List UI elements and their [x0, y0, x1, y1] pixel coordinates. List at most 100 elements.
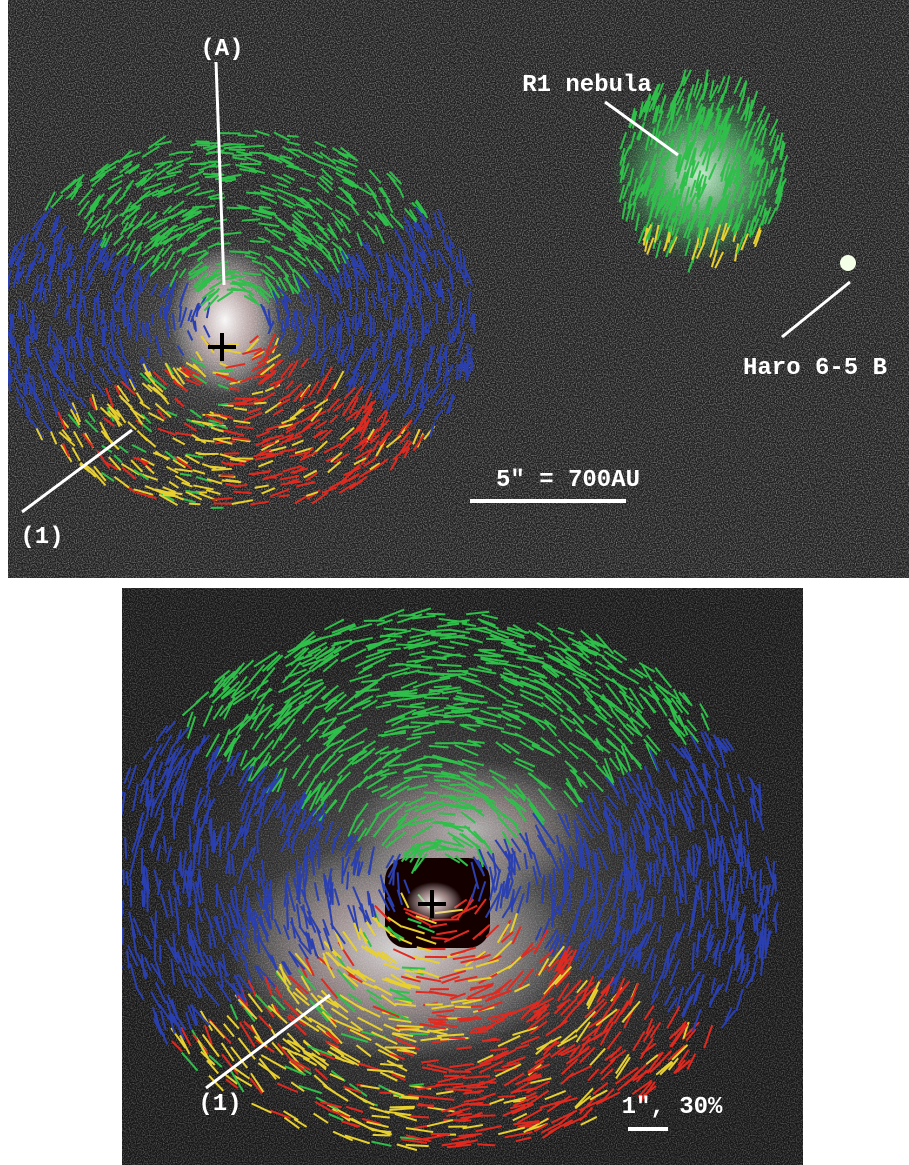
polarization-vector	[174, 816, 175, 839]
polarization-vector	[271, 898, 272, 920]
polarization-vector	[45, 288, 46, 303]
polarization-vector	[352, 316, 353, 329]
polarization-vector	[226, 271, 240, 272]
polarization-vector	[445, 1089, 473, 1090]
label: (A)	[200, 36, 243, 63]
polarization-vector	[117, 899, 122, 915]
scale-label: 1", 30%	[622, 1094, 723, 1121]
polarization-vector	[110, 841, 111, 860]
polarization-vector	[486, 1040, 501, 1041]
polarization-vector	[423, 321, 424, 338]
polarization-vector	[635, 903, 636, 922]
polarization-vector	[229, 251, 249, 252]
polarization-vector	[167, 324, 168, 337]
polarization-vector	[111, 923, 121, 946]
polarization-vector	[189, 503, 201, 504]
polarization-vector	[5, 261, 6, 282]
polarization-vector	[356, 272, 357, 293]
polarization-vector	[410, 1116, 429, 1117]
polarization-vector	[106, 837, 109, 864]
polarization-vector	[0, 289, 2, 301]
polarization-vector	[160, 945, 161, 963]
polarization-vector	[435, 250, 436, 267]
polarization-vector	[250, 241, 265, 242]
polarization-vector	[119, 299, 120, 312]
polarization-vector	[630, 847, 631, 868]
polarization-vector	[4, 356, 7, 368]
polarization-vector	[394, 323, 395, 338]
polarization-vector	[209, 934, 210, 949]
label: (1)	[20, 524, 63, 551]
polarization-vector	[0, 254, 8, 273]
polarization-vector	[450, 797, 474, 798]
haro-source	[840, 255, 856, 271]
polarization-vector	[219, 370, 233, 371]
polarization-vector	[431, 634, 456, 635]
polarization-vector	[762, 936, 763, 964]
polarization-vector	[153, 313, 154, 324]
polarization-vector	[229, 150, 246, 151]
polarization-vector	[71, 335, 72, 348]
polarization-vector	[114, 910, 123, 933]
polarization-vector	[416, 764, 443, 765]
polarization-vector	[289, 149, 301, 150]
polarization-vector	[208, 152, 223, 153]
polarization-vector	[117, 871, 121, 895]
label: Haro 6-5 B	[743, 355, 887, 382]
polarization-vector	[393, 1047, 415, 1048]
polarization-vector	[143, 322, 144, 336]
polarization-vector	[254, 403, 266, 404]
polarization-vector	[449, 1038, 465, 1039]
polarization-vector	[766, 903, 767, 921]
polarization-vector	[436, 303, 437, 324]
polarization-vector	[692, 942, 693, 971]
polarization-vector	[3, 277, 4, 295]
polarization-vector	[347, 872, 348, 890]
polarization-vector	[373, 1135, 391, 1136]
polarization-vector	[657, 859, 658, 873]
polarization-vector	[457, 364, 458, 380]
polarization-vector	[449, 784, 467, 785]
polarization-vector	[434, 780, 450, 781]
polarization-vector	[58, 263, 59, 275]
polarization-vector	[227, 208, 248, 209]
polarization-vector	[487, 707, 503, 708]
polarization-vector	[287, 913, 288, 928]
polarization-vector	[142, 890, 143, 907]
polarization-vector	[654, 863, 655, 887]
scale-label: 5" = 700AU	[496, 467, 640, 494]
polarization-vector	[0, 329, 4, 347]
polarization-vector	[233, 155, 252, 156]
polarization-vector	[108, 910, 110, 927]
polarization-vector	[112, 884, 116, 900]
polarization-vector	[740, 862, 741, 880]
polarization-vector	[104, 828, 106, 847]
polarization-vector	[229, 389, 240, 390]
polarization-vector	[238, 135, 257, 136]
polarization-vector	[389, 274, 390, 291]
polarization-vector	[448, 312, 449, 325]
polarization-vector	[408, 281, 409, 302]
polarization-vector	[41, 283, 42, 300]
bottom-panel: (1) 1", 30%	[104, 588, 803, 1165]
polarization-vector	[455, 1007, 471, 1008]
polarization-vector	[440, 637, 461, 638]
polarization-vector	[192, 206, 204, 207]
polarization-vector	[373, 318, 374, 335]
polarization-vector	[103, 331, 104, 346]
polarization-vector	[282, 320, 283, 331]
polarization-vector	[425, 362, 426, 377]
polarization-vector	[451, 301, 452, 319]
polarization-vector	[180, 852, 181, 876]
polarization-vector	[113, 798, 114, 824]
polarization-vector	[416, 992, 436, 993]
polarization-vector	[189, 826, 190, 852]
polarization-vector	[0, 318, 2, 333]
polarization-vector	[427, 614, 446, 615]
polarization-vector	[437, 665, 461, 666]
polarization-vector	[388, 329, 389, 345]
polarization-vector	[110, 858, 114, 882]
polarization-vector	[350, 291, 351, 309]
polarization-vector	[402, 967, 425, 968]
polarization-vector	[107, 825, 112, 843]
